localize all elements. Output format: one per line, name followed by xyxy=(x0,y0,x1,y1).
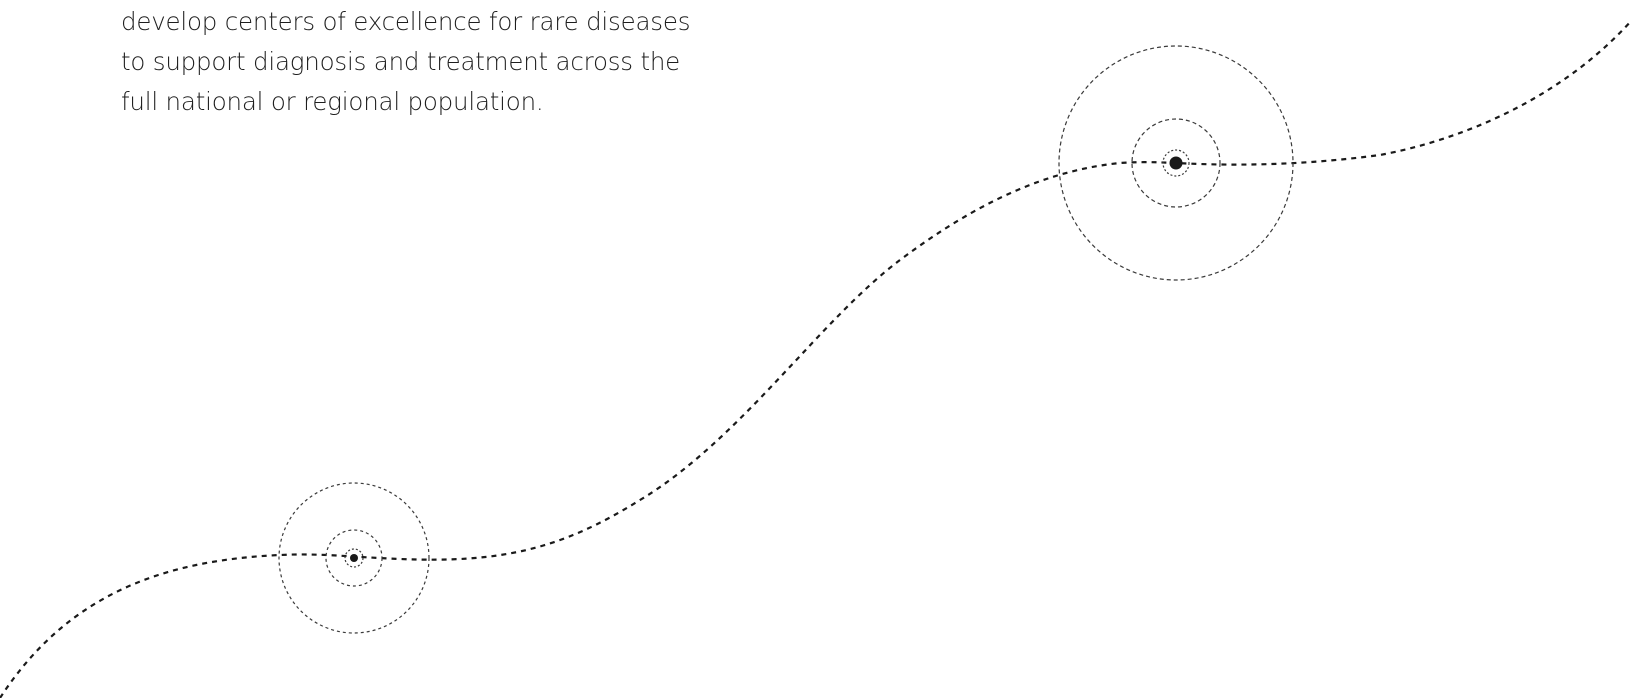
milestone-1-inner-ring xyxy=(344,548,364,568)
intro-line-3: full national or regional population. xyxy=(121,87,544,116)
milestone-2-dot xyxy=(1169,156,1183,170)
milestone-2 xyxy=(1058,45,1294,281)
milestone-1-outer-ring xyxy=(278,482,430,634)
milestone-2-middle-ring xyxy=(1131,118,1221,208)
milestone-2-outer-ring xyxy=(1058,45,1294,281)
intro-paragraph: develop centers of excellence for rare d… xyxy=(121,2,741,122)
milestone-2-inner-ring xyxy=(1162,149,1190,177)
intro-line-2: to support diagnosis and treatment acros… xyxy=(121,47,681,76)
milestone-1-middle-ring xyxy=(325,529,383,587)
milestone-1 xyxy=(278,482,430,634)
journey-path xyxy=(0,19,1632,698)
intro-line-1: develop centers of excellence for rare d… xyxy=(121,7,691,36)
milestone-1-dot xyxy=(350,554,358,562)
